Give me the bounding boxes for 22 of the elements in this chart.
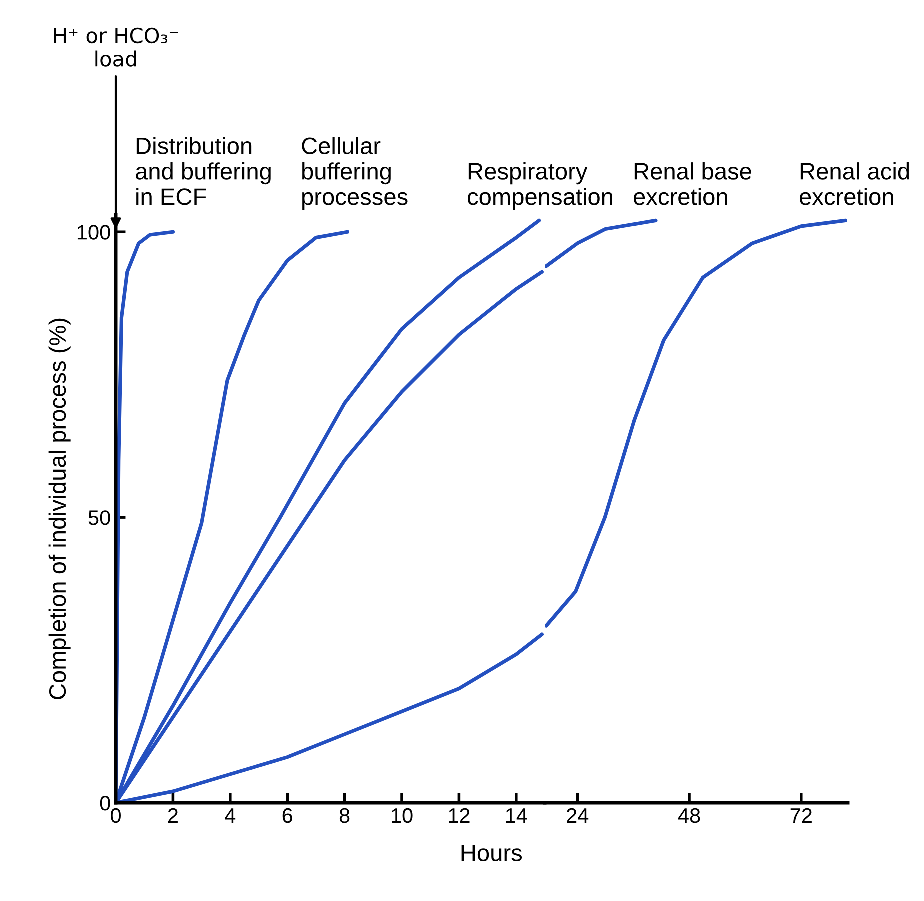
x-tick-label: 72 bbox=[790, 808, 812, 823]
x-tick-label: 14 bbox=[506, 808, 528, 823]
y-tick-label: 50 bbox=[88, 510, 110, 526]
x-tick-label: 24 bbox=[567, 808, 589, 823]
series-label: Cellular buffering processes bbox=[302, 137, 408, 210]
x-tick-label: 6 bbox=[282, 808, 292, 824]
series-label: Respiratory compensation bbox=[468, 162, 612, 210]
series-label: Distribution and buffering in ECF bbox=[136, 137, 271, 206]
x-tick-label: 4 bbox=[225, 808, 236, 823]
x-tick-label: 0 bbox=[111, 808, 121, 824]
y-tick-label: 100 bbox=[78, 225, 110, 240]
x-tick-label: 2 bbox=[168, 808, 178, 823]
y-axis-title: Completion of individual process (%) bbox=[48, 318, 71, 700]
series-label: Renal acid excretion bbox=[800, 162, 910, 206]
text: H⁺ or HCO₃⁻ load bbox=[54, 28, 178, 67]
y-tick-label: 0 bbox=[100, 796, 110, 811]
x-tick-label: 48 bbox=[678, 808, 700, 824]
x-tick-label: 12 bbox=[449, 808, 470, 823]
series-label: Renal base excretion bbox=[634, 162, 752, 206]
x-tick-label: 8 bbox=[340, 808, 350, 824]
x-tick-label: 10 bbox=[392, 808, 413, 824]
x-axis-title: Hours bbox=[462, 845, 522, 862]
